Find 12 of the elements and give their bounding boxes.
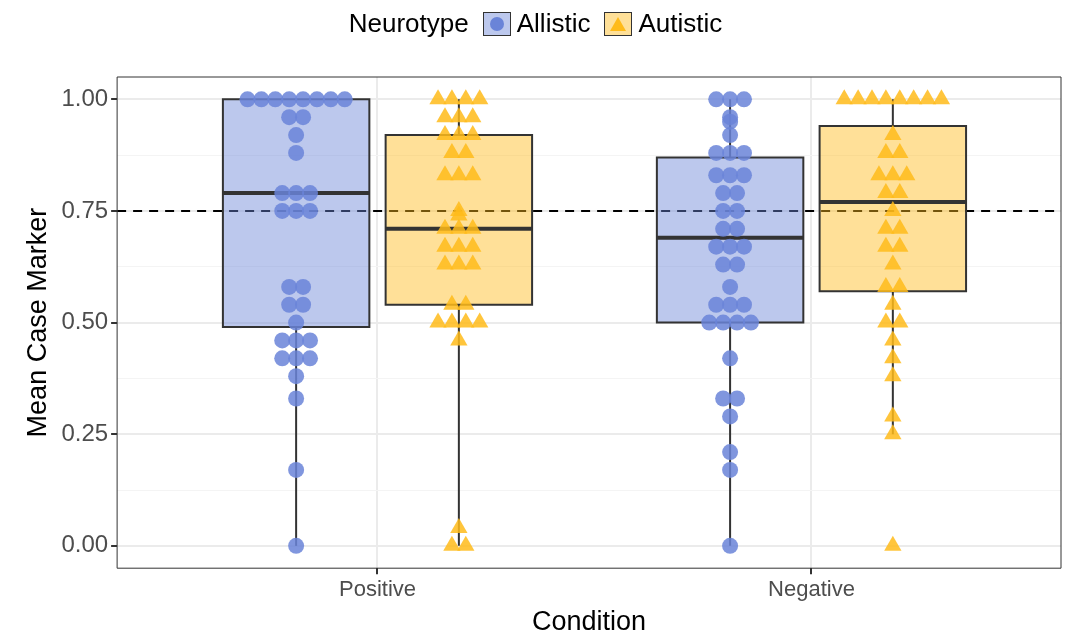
legend-label: Autistic — [638, 8, 723, 39]
x-axis-title: Condition — [532, 606, 647, 637]
legend-label: Allistic — [516, 8, 591, 39]
y-tick-label: 0.00 — [61, 530, 109, 558]
x-tick-label: Positive — [338, 576, 417, 602]
y-tick-label: 0.25 — [61, 418, 109, 446]
y-tick-label: 1.00 — [61, 83, 109, 111]
y-tick-label: 0.50 — [61, 307, 109, 335]
y-axis-title: Mean Case Marker — [21, 207, 52, 438]
legend-title: Neurotype — [348, 8, 469, 39]
x-tick-label: Negative — [768, 576, 855, 602]
y-tick-label: 0.75 — [61, 195, 109, 223]
